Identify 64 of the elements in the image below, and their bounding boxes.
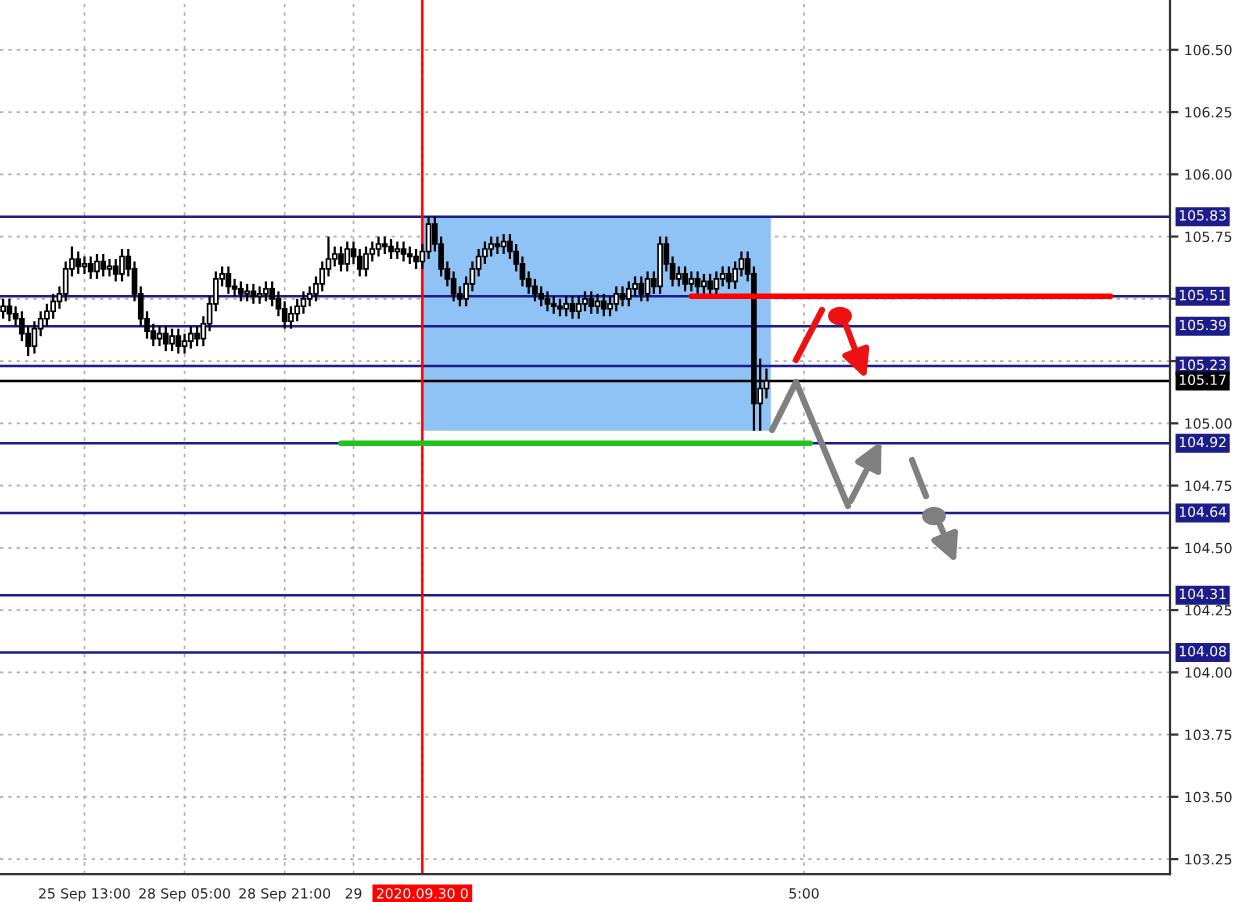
candlestick bbox=[632, 275, 638, 298]
candlestick bbox=[0, 297, 6, 320]
candlestick bbox=[575, 295, 582, 320]
candlestick bbox=[100, 252, 107, 278]
candlestick bbox=[732, 260, 738, 290]
candlestick bbox=[388, 237, 394, 261]
candlestick bbox=[657, 235, 663, 295]
candlestick bbox=[263, 280, 269, 303]
candlestick bbox=[594, 292, 601, 315]
candlestick bbox=[187, 325, 194, 350]
candlestick bbox=[544, 290, 551, 313]
candlestick bbox=[413, 247, 419, 271]
candlestick bbox=[363, 245, 369, 278]
candlestick bbox=[87, 255, 94, 281]
candlestick bbox=[638, 275, 645, 303]
candlestick bbox=[682, 265, 688, 293]
candlestick bbox=[331, 245, 338, 268]
candlestick bbox=[375, 235, 382, 258]
candlestick bbox=[488, 235, 494, 258]
candlestick bbox=[563, 295, 570, 318]
candlestick bbox=[106, 257, 113, 278]
candlestick bbox=[494, 235, 501, 256]
candlestick bbox=[588, 290, 595, 315]
candlestick bbox=[719, 265, 726, 288]
candlestick bbox=[269, 280, 276, 308]
candlestick bbox=[538, 285, 545, 308]
candlestick bbox=[181, 332, 188, 355]
candlestick bbox=[694, 270, 701, 295]
candlestick bbox=[676, 265, 682, 288]
candlestick bbox=[600, 292, 607, 318]
candlestick bbox=[294, 297, 301, 323]
candlestick bbox=[400, 240, 407, 263]
candlestick bbox=[713, 270, 720, 298]
candlestick bbox=[425, 215, 432, 261]
candlestick bbox=[726, 265, 732, 290]
candlestick bbox=[44, 302, 50, 328]
candlestick bbox=[119, 247, 125, 283]
candlestick bbox=[94, 252, 100, 281]
candlestick bbox=[569, 295, 576, 320]
candlestick bbox=[619, 285, 626, 308]
candlestick bbox=[582, 290, 588, 313]
candlestick bbox=[613, 285, 620, 313]
candlestick bbox=[300, 290, 307, 315]
candlestick bbox=[162, 325, 169, 353]
candlestick bbox=[338, 245, 344, 273]
candlestick bbox=[225, 265, 232, 295]
candlestick bbox=[344, 240, 351, 273]
candlestick bbox=[194, 325, 200, 348]
candlestick bbox=[6, 297, 13, 323]
candlestick bbox=[175, 327, 182, 355]
candlestick bbox=[81, 255, 88, 276]
candlestick bbox=[288, 305, 294, 330]
candlestick bbox=[50, 292, 57, 320]
candlestick bbox=[688, 270, 695, 293]
candlestick bbox=[644, 270, 651, 303]
candlestick bbox=[356, 247, 363, 278]
candlestick bbox=[532, 277, 538, 303]
candlestick bbox=[707, 272, 713, 298]
candlestick bbox=[75, 250, 82, 276]
candlestick bbox=[112, 257, 119, 283]
candlestick bbox=[701, 272, 707, 295]
candlestick bbox=[625, 280, 632, 308]
candlestick bbox=[238, 280, 244, 303]
candlestick bbox=[169, 327, 175, 353]
